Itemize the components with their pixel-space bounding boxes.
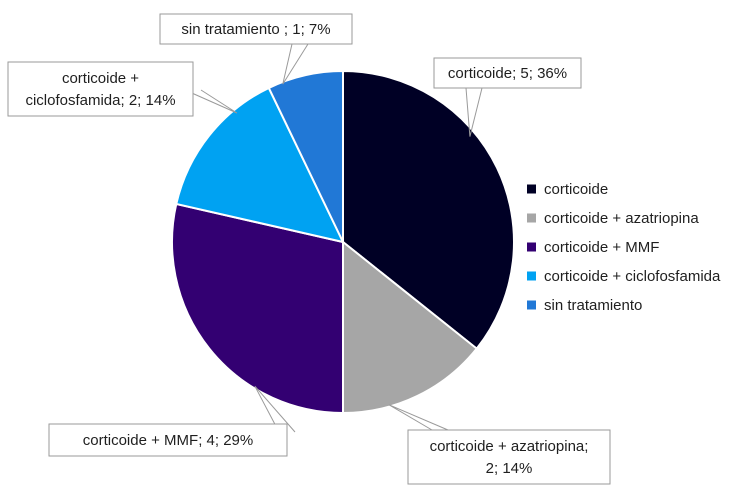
legend-swatch (527, 184, 536, 194)
legend-label: corticoide + MMF (544, 239, 659, 256)
data-label-text: corticoide + (62, 70, 139, 87)
legend-label: corticoide (544, 181, 608, 198)
legend-label: corticoide + ciclofosfamida (544, 268, 721, 285)
legend: corticoide corticoide + azatriopina cortic… (527, 181, 721, 314)
legend-item-corticoide-ciclofosfamida: corticoide + ciclofosfamida (527, 268, 721, 285)
data-label-corticoide: corticoide; 5; 36% (433, 57, 582, 89)
pie-slice-corticoide-ciclofosfamida (175, 86, 345, 244)
data-label-text: corticoide + MMF; 4; 29% (83, 432, 253, 449)
legend-label: sin tratamiento (544, 297, 642, 314)
slices-layer (171, 69, 515, 415)
data-label-text: ciclofosfamida; 2; 14% (25, 92, 175, 109)
data-label-sin-tratamiento: sin tratamiento ; 1; 7% (159, 13, 353, 45)
data-label-text: 2; 14% (486, 460, 533, 477)
legend-swatch (527, 300, 536, 310)
data-label-box (407, 429, 611, 485)
data-label-box (433, 57, 582, 89)
data-label-box (159, 13, 353, 45)
pie-slice-corticoide (342, 69, 515, 351)
leader-line-sin-tratamiento (282, 43, 309, 85)
data-label-box (48, 423, 288, 457)
legend-swatch (527, 213, 536, 223)
legend-label: corticoide + azatriopina (544, 210, 699, 227)
legend-swatch (527, 242, 536, 252)
legend-item-corticoide: corticoide (527, 181, 608, 198)
leader-line-corticoide-azatriopina (388, 404, 449, 431)
legend-item-corticoide-mmf: corticoide + MMF (527, 239, 659, 256)
pie-slice-corticoide-mmf (171, 202, 344, 415)
leader-line-corticoide-mmf (254, 385, 296, 433)
pie-slice-sin-tratamiento (267, 69, 344, 243)
pie-slice-corticoide-azatriopina (342, 239, 479, 415)
data-label-box (7, 61, 194, 117)
leader-line-corticoide-ciclofosfamida (184, 89, 238, 114)
data-label-text: corticoide + azatriopina; (430, 438, 589, 455)
legend-item-sin-tratamiento: sin tratamiento (527, 297, 642, 314)
data-labels-layer: corticoide; 5; 36% corticoide + azatriopi… (7, 13, 611, 485)
leader-line-corticoide (465, 87, 483, 137)
leader-lines-layer (184, 43, 483, 433)
data-label-text: sin tratamiento ; 1; 7% (181, 21, 330, 38)
data-label-corticoide-ciclofosfamida: corticoide + ciclofosfamida; 2; 14% (7, 61, 194, 117)
data-label-corticoide-mmf: corticoide + MMF; 4; 29% (48, 423, 288, 457)
legend-item-corticoide-azatriopina: corticoide + azatriopina (527, 210, 699, 227)
data-label-corticoide-azatriopina: corticoide + azatriopina; 2; 14% (407, 429, 611, 485)
data-label-text: corticoide; 5; 36% (448, 65, 567, 82)
legend-swatch (527, 271, 536, 281)
